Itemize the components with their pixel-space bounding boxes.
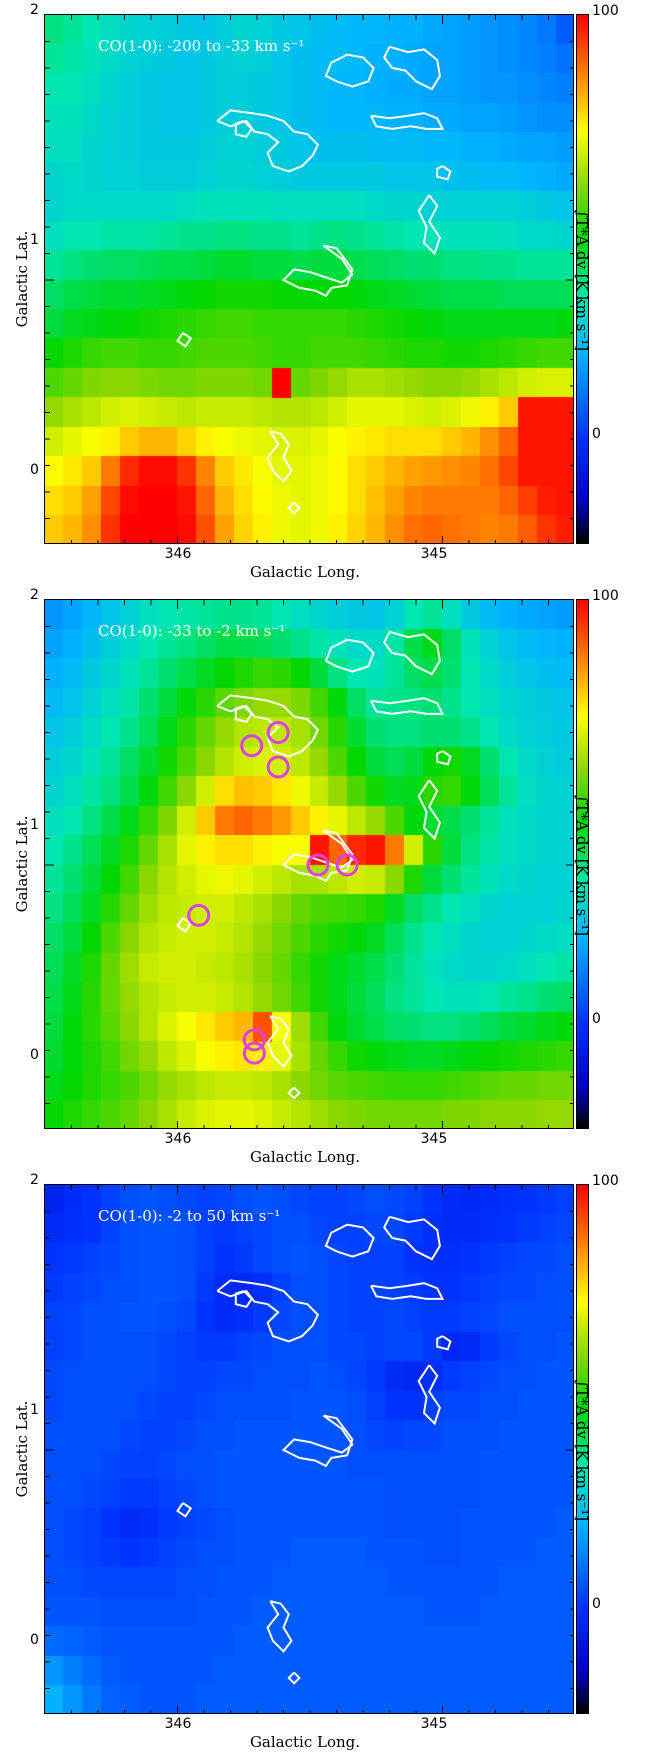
contour (216, 109, 320, 173)
colorbar-tick-max: 100 (592, 3, 619, 19)
contour (176, 917, 193, 933)
x-axis-label: Galactic Long. (249, 563, 361, 581)
colorbar-tick-zero: 0 (592, 1011, 601, 1027)
x-tick-345: 345 (420, 1131, 448, 1147)
y-axis-label: Galactic Lat. (13, 230, 31, 328)
source-marker-circle (187, 903, 211, 927)
source-marker-circle (266, 755, 290, 779)
x-axis-label: Galactic Long. (249, 1148, 361, 1166)
x-tick-345: 345 (420, 546, 448, 562)
contour (234, 120, 253, 139)
panel-title: CO(1-0): -33 to -2 km s⁻¹ (98, 622, 286, 640)
contour (383, 45, 441, 91)
colorbar-label: ∫T*A dv [K km s⁻¹] (573, 1380, 591, 1522)
contour (176, 1502, 193, 1518)
y-axis-label: Galactic Lat. (13, 1400, 31, 1498)
heatmap-plot: CO(1-0): -2 to 50 km s⁻¹ (44, 1184, 574, 1714)
contour (324, 638, 375, 673)
x-tick-345: 345 (420, 1716, 448, 1732)
x-tick-346: 346 (164, 1716, 192, 1732)
contour-overlay (45, 1185, 573, 1713)
contour (176, 332, 193, 348)
contour (383, 1215, 441, 1261)
contour (417, 779, 442, 841)
colorbar (576, 14, 589, 544)
colorbar-tick-max: 100 (592, 1173, 619, 1189)
contour (417, 1364, 442, 1426)
contour-overlay (45, 15, 573, 543)
contour (234, 705, 253, 724)
source-marker-circle (242, 1041, 266, 1065)
source-marker-circle (242, 1028, 266, 1052)
contour (417, 194, 442, 256)
source-marker-circle (306, 853, 330, 877)
panel-title: CO(1-0): -200 to -33 km s⁻¹ (98, 37, 305, 55)
contour (287, 1086, 301, 1100)
colorbar-label: ∫T*A dv [K km s⁻¹] (573, 210, 591, 352)
contour-overlay (45, 600, 573, 1128)
intensity-map (45, 15, 573, 543)
y-tick-1: 1 (30, 1402, 39, 1418)
contour (216, 694, 320, 758)
y-tick-2: 2 (30, 2, 39, 18)
colorbar (576, 1184, 589, 1714)
source-marker-circle (240, 734, 264, 758)
x-tick-346: 346 (164, 546, 192, 562)
y-tick-0: 0 (30, 462, 39, 478)
chart-panel-2: CO(1-0): -33 to -2 km s⁻¹ 100 0 ∫T*A dv … (0, 585, 669, 1170)
contour (370, 112, 445, 130)
panel-title: CO(1-0): -2 to 50 km s⁻¹ (98, 1207, 281, 1225)
heatmap-plot: CO(1-0): -33 to -2 km s⁻¹ (44, 599, 574, 1129)
contour (370, 697, 445, 715)
contour (370, 1282, 445, 1300)
chart-panel-1: CO(1-0): -200 to -33 km s⁻¹ 100 0 ∫T*A d… (0, 0, 669, 585)
y-tick-0: 0 (30, 1047, 39, 1063)
contour (436, 1335, 452, 1351)
contour (436, 750, 452, 766)
contour (281, 829, 354, 883)
contour (281, 1414, 354, 1468)
colorbar-tick-zero: 0 (592, 426, 601, 442)
colorbar-label: ∫T*A dv [K km s⁻¹] (573, 795, 591, 937)
contour (281, 244, 354, 298)
source-marker-circle (266, 721, 290, 744)
y-tick-2: 2 (30, 1172, 39, 1188)
source-marker-circle (335, 853, 359, 877)
contour (234, 1290, 253, 1309)
y-axis-label: Galactic Lat. (13, 815, 31, 913)
x-axis-label: Galactic Long. (249, 1733, 361, 1751)
contour (266, 1015, 293, 1068)
contour (287, 1671, 301, 1685)
contour (383, 630, 441, 676)
y-tick-1: 1 (30, 232, 39, 248)
contour (324, 53, 375, 88)
y-tick-0: 0 (30, 1632, 39, 1648)
contour (216, 1279, 320, 1343)
y-tick-1: 1 (30, 817, 39, 833)
intensity-map (45, 1185, 573, 1713)
x-tick-346: 346 (164, 1131, 192, 1147)
colorbar-tick-max: 100 (592, 588, 619, 604)
chart-panel-3: CO(1-0): -2 to 50 km s⁻¹ 100 0 ∫T*A dv [… (0, 1170, 669, 1755)
colorbar (576, 599, 589, 1129)
colorbar-tick-zero: 0 (592, 1596, 601, 1612)
y-tick-2: 2 (30, 587, 39, 603)
heatmap-plot: CO(1-0): -200 to -33 km s⁻¹ (44, 14, 574, 544)
contour (266, 430, 293, 483)
contour (436, 165, 452, 181)
contour (324, 1223, 375, 1258)
contour (287, 501, 301, 515)
contour (266, 1600, 293, 1653)
